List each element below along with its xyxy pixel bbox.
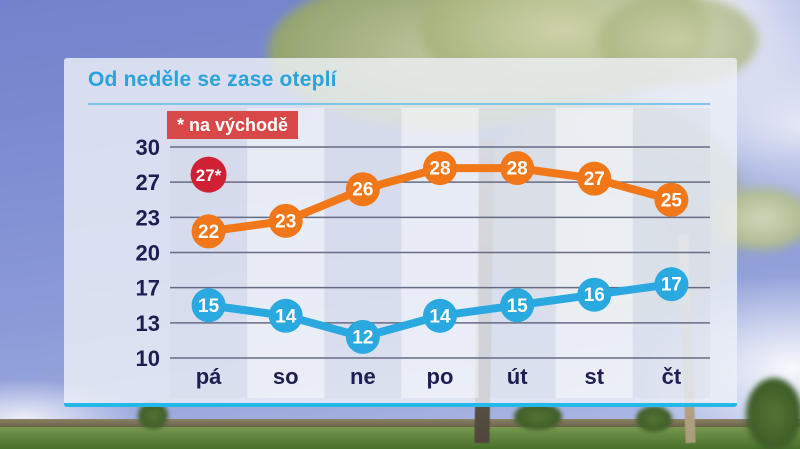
x-axis-day-label: pá [196,364,222,389]
page-title: Od neděle se zase oteplí [88,68,337,91]
footnote-badge: * na východě [167,111,299,139]
data-point [268,298,303,333]
data-point [500,151,535,186]
data-point-value: 15 [198,296,220,317]
highlight-point-value: 27* [196,166,222,185]
day-column-stripe [555,108,633,398]
x-axis-day-label: út [507,364,528,389]
data-point-value: 26 [352,180,373,201]
x-axis-day-label: po [427,364,454,389]
data-point-value: 22 [198,222,219,243]
y-axis-tick-label: 20 [136,241,160,266]
data-point [268,203,303,238]
day-column-stripe [324,108,402,398]
forecast-panel: Od neděle se zase oteplí 30 27 23 20 17 13 10 p… [64,58,737,407]
y-axis-tick-label: 10 [136,346,160,371]
x-axis-day-label: čt [662,364,682,389]
data-point [191,214,226,249]
grass [0,427,800,449]
data-point-value: 14 [429,306,451,327]
x-axis-day-label: st [585,364,605,389]
data-point-value: 15 [507,296,529,317]
data-point [423,298,457,333]
title-underline [88,103,710,105]
bush [514,403,562,430]
x-axis-day-label: so [273,364,299,389]
data-point [423,151,457,186]
day-column-stripe [401,108,479,398]
y-axis-tick-label: 27 [136,170,160,195]
data-point [345,319,380,354]
day-column-stripe [170,108,248,398]
data-point-value: 27 [584,169,605,190]
x-axis-day-label: ne [350,364,376,389]
day-column-stripe [247,108,325,398]
data-point [654,182,689,217]
series-line-nocni-minima [204,280,676,341]
data-point-value: 14 [275,306,297,327]
data-point-value: 25 [661,190,683,211]
data-point-value: 23 [275,211,296,232]
y-axis-tick-label: 30 [136,135,160,160]
data-point [577,161,612,196]
data-point [191,288,226,323]
data-point-value: 16 [584,285,605,306]
day-column-stripe [632,108,710,398]
data-point [500,288,535,323]
data-point [577,277,612,312]
y-axis-tick-label: 17 [136,276,160,301]
bush [746,378,800,449]
series-line-denni-maxima [204,164,676,236]
data-point-value: 28 [429,159,450,180]
temperature-line-chart: 30 27 23 20 17 13 10 pá so ne po út st čt 22 23 26 28 28 27… [136,108,710,398]
highlight-point [190,156,227,193]
data-point [345,172,380,207]
day-column-stripe [478,108,556,398]
data-point-value: 17 [661,275,682,296]
data-point [654,267,689,302]
y-axis-tick-label: 13 [136,311,160,336]
data-point-value: 12 [352,327,373,348]
y-axis-tick-label: 23 [136,205,160,230]
data-point-value: 28 [507,159,528,180]
bush [636,406,672,432]
